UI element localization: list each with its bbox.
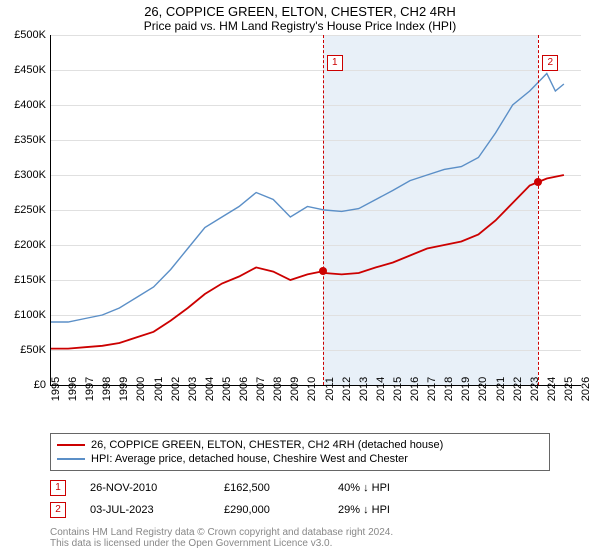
event-vline xyxy=(323,35,324,385)
legend-swatch xyxy=(57,444,85,446)
events-table: 1 26-NOV-2010 £162,500 40% ↓ HPI 2 03-JUL-202… xyxy=(50,477,550,521)
x-tick-label: 1997 xyxy=(84,377,96,401)
legend-item: 26, COPPICE GREEN, ELTON, CHESTER, CH2 4… xyxy=(57,438,543,452)
x-tick-label: 2007 xyxy=(255,377,267,401)
y-tick-label: £200K xyxy=(14,239,46,251)
event-vline xyxy=(538,35,539,385)
x-tick-label: 2005 xyxy=(221,377,233,401)
event-marker: 1 xyxy=(327,55,343,71)
x-tick-label: 2018 xyxy=(443,377,455,401)
legend-label: 26, COPPICE GREEN, ELTON, CHESTER, CH2 4… xyxy=(91,439,443,451)
y-tick-label: £50K xyxy=(20,344,46,356)
x-tick-label: 2020 xyxy=(477,377,489,401)
chart-area: 12 £0£50K£100K£150K£200K£250K£300K£350K£… xyxy=(50,35,580,405)
x-tick-label: 2008 xyxy=(272,377,284,401)
x-tick-label: 2013 xyxy=(358,377,370,401)
x-tick-label: 2010 xyxy=(306,377,318,401)
event-diff: 29% ↓ HPI xyxy=(338,504,390,516)
x-tick-label: 2021 xyxy=(495,377,507,401)
x-tick-label: 1999 xyxy=(118,377,130,401)
legend: 26, COPPICE GREEN, ELTON, CHESTER, CH2 4… xyxy=(50,433,550,471)
x-tick-label: 2019 xyxy=(460,377,472,401)
sale-point xyxy=(319,267,327,275)
x-tick-label: 1996 xyxy=(67,377,79,401)
x-tick-label: 2000 xyxy=(135,377,147,401)
event-price: £290,000 xyxy=(224,504,314,516)
x-tick-label: 2026 xyxy=(580,377,592,401)
x-tick-label: 2014 xyxy=(375,377,387,401)
chart-subtitle: Price paid vs. HM Land Registry's House … xyxy=(0,19,600,35)
x-tick-label: 2016 xyxy=(409,377,421,401)
event-diff: 40% ↓ HPI xyxy=(338,482,390,494)
x-tick-label: 1995 xyxy=(50,377,62,401)
footer: Contains HM Land Registry data © Crown c… xyxy=(50,527,550,549)
legend-item: HPI: Average price, detached house, Ches… xyxy=(57,452,543,466)
x-tick-label: 2015 xyxy=(392,377,404,401)
event-date: 26-NOV-2010 xyxy=(90,482,200,494)
x-tick-label: 2009 xyxy=(289,377,301,401)
event-number-box: 1 xyxy=(50,480,66,496)
chart-title: 26, COPPICE GREEN, ELTON, CHESTER, CH2 4… xyxy=(0,0,600,19)
x-tick-label: 2023 xyxy=(529,377,541,401)
x-tick-label: 2006 xyxy=(238,377,250,401)
y-tick-label: £450K xyxy=(14,64,46,76)
x-tick-label: 2025 xyxy=(563,377,575,401)
sale-point xyxy=(534,178,542,186)
x-tick-label: 2012 xyxy=(341,377,353,401)
legend-swatch xyxy=(57,458,85,460)
footer-line-2: This data is licensed under the Open Gov… xyxy=(50,538,550,549)
y-tick-label: £300K xyxy=(14,169,46,181)
series-line xyxy=(51,175,564,349)
x-tick-label: 2011 xyxy=(324,377,336,401)
y-tick-label: £250K xyxy=(14,204,46,216)
y-tick-label: £350K xyxy=(14,134,46,146)
x-tick-label: 2003 xyxy=(187,377,199,401)
y-tick-label: £0 xyxy=(34,379,46,391)
series-line xyxy=(51,74,564,323)
event-row: 2 03-JUL-2023 £290,000 29% ↓ HPI xyxy=(50,499,550,521)
y-tick-label: £150K xyxy=(14,274,46,286)
x-tick-label: 2002 xyxy=(170,377,182,401)
legend-label: HPI: Average price, detached house, Ches… xyxy=(91,453,408,465)
x-tick-label: 2017 xyxy=(426,377,438,401)
plot: 12 xyxy=(50,35,581,386)
y-tick-label: £400K xyxy=(14,99,46,111)
footer-line-1: Contains HM Land Registry data © Crown c… xyxy=(50,527,550,538)
event-marker: 2 xyxy=(542,55,558,71)
y-tick-label: £100K xyxy=(14,309,46,321)
event-number-box: 2 xyxy=(50,502,66,518)
y-tick-label: £500K xyxy=(14,29,46,41)
x-tick-label: 1998 xyxy=(101,377,113,401)
x-tick-label: 2004 xyxy=(204,377,216,401)
event-date: 03-JUL-2023 xyxy=(90,504,200,516)
event-price: £162,500 xyxy=(224,482,314,494)
event-row: 1 26-NOV-2010 £162,500 40% ↓ HPI xyxy=(50,477,550,499)
x-tick-label: 2022 xyxy=(512,377,524,401)
x-tick-label: 2024 xyxy=(546,377,558,401)
x-tick-label: 2001 xyxy=(153,377,165,401)
